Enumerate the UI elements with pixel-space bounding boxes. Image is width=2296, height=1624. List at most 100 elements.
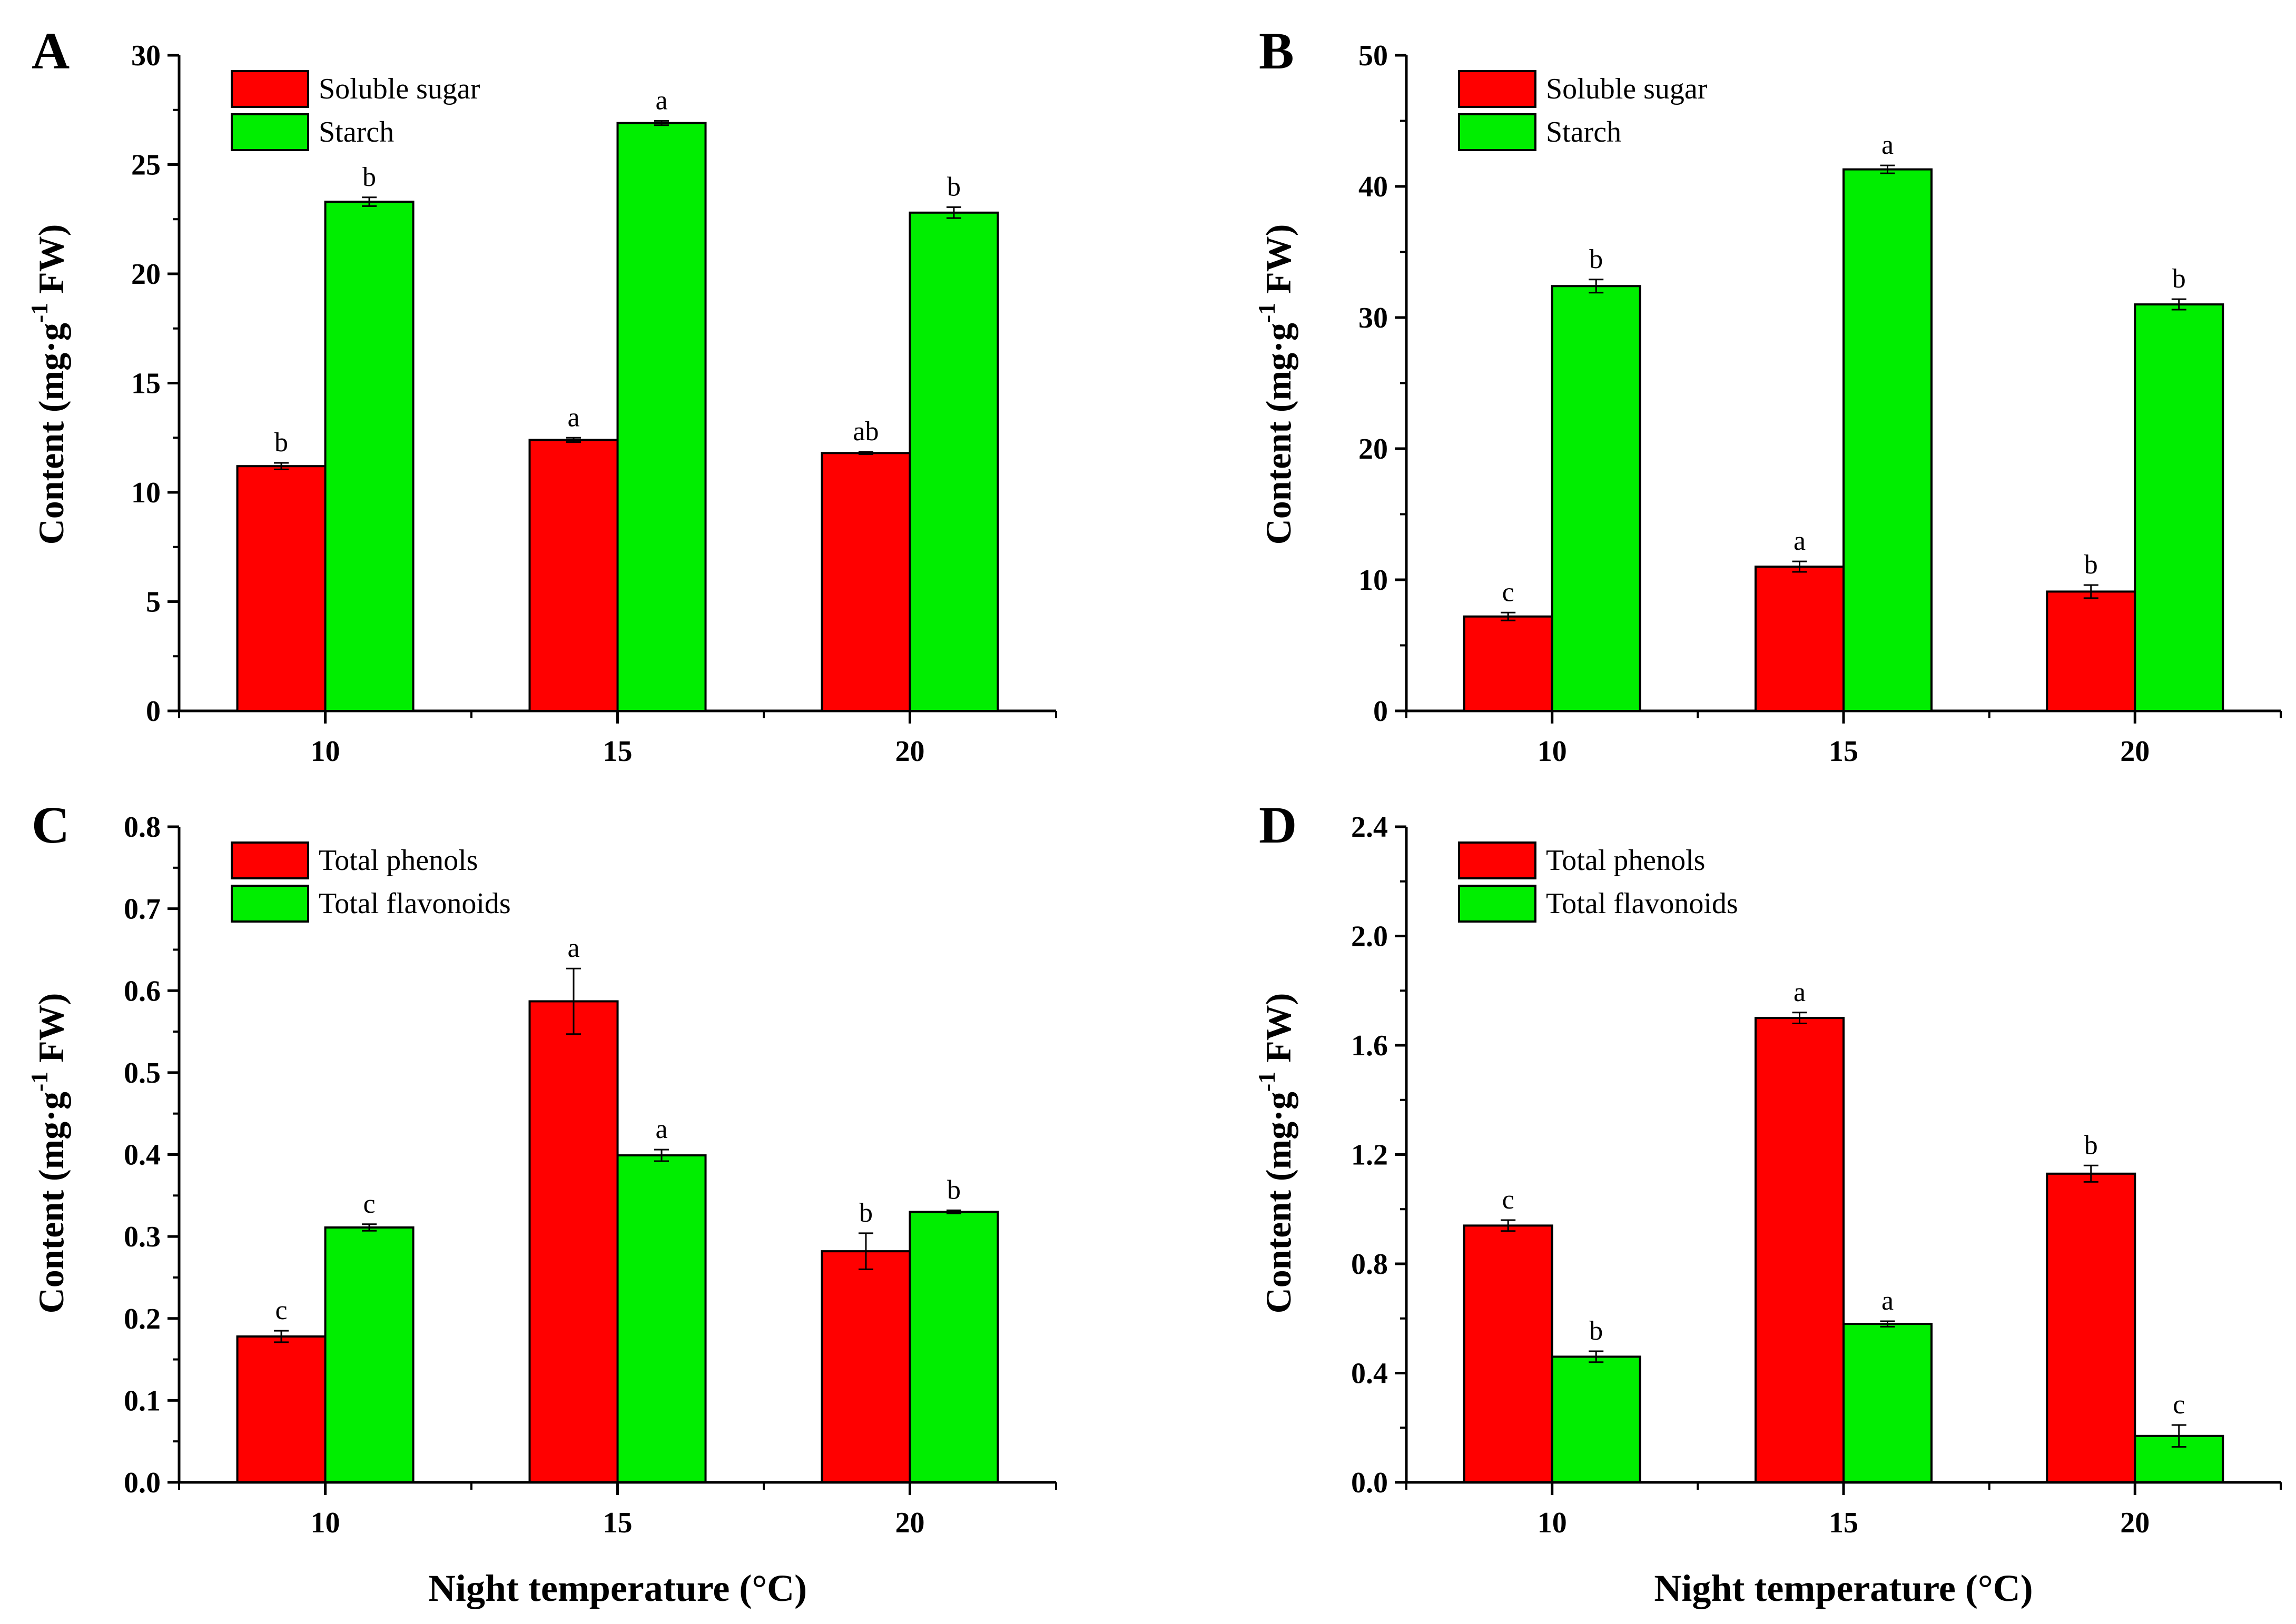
significance-label: ab (853, 417, 879, 447)
bar (1755, 566, 1845, 712)
x-tick-label: 20 (2120, 735, 2150, 768)
legend-label: Starch (319, 116, 394, 148)
x-tick-label: 15 (603, 1507, 633, 1539)
panel-letter: C (32, 796, 70, 854)
panel-b: B 0 10 20 30 40 50 10 15 20 c a b b a b Soluble sugar Sta… (1253, 22, 2282, 768)
x-tick-label: 20 (895, 1507, 924, 1539)
y-tick-label: 25 (131, 149, 161, 182)
y-tick-label: 40 (1358, 171, 1388, 203)
y-axis-title-sup: -1 (1253, 1072, 1280, 1092)
y-tick-label: 0.6 (124, 975, 161, 1007)
legend-swatch (231, 885, 309, 923)
x-tick-label: 15 (1829, 735, 1858, 768)
y-tick-label: 15 (131, 368, 161, 400)
significance-label: c (275, 1295, 288, 1325)
y-tick-label: 30 (1358, 302, 1388, 334)
significance-label: a (1881, 130, 1894, 160)
y-tick-label: 0.7 (124, 893, 161, 926)
y-tick-label: 0.3 (124, 1221, 161, 1253)
panel-c: C 0.0 0.1 0.2 0.3 0.4 0.5 0.6 0.7 0.8 10 15 20 c a b c a b… (26, 796, 1057, 1609)
y-axis-title-sup: -1 (1253, 303, 1280, 323)
significance-label: c (363, 1189, 376, 1219)
y-axis-title: Content (mg·g-1 FW) (26, 993, 71, 1314)
y-axis-title-end: FW) (1258, 224, 1298, 303)
y-tick-label: 2.4 (1351, 811, 1388, 844)
significance-label: b (2084, 550, 2098, 580)
y-axis-title-main: Content (mg·g (1258, 1092, 1298, 1313)
significance-label: c (2173, 1390, 2185, 1420)
y-tick-label: 0 (146, 695, 161, 728)
significance-label: a (567, 402, 579, 432)
bar (528, 1000, 619, 1483)
y-axis-title: Content (mg·g-1 FW) (1253, 224, 1298, 545)
significance-label: a (567, 933, 579, 963)
significance-label: a (655, 1114, 667, 1144)
x-tick-label: 20 (2120, 1507, 2150, 1539)
significance-label: b (947, 1175, 961, 1205)
bar (616, 1154, 707, 1483)
legend-swatch (231, 113, 309, 151)
y-axis-title: Content (mg·g-1 FW) (26, 224, 71, 545)
y-axis-title-sup: -1 (26, 1072, 53, 1092)
y-tick-label: 30 (131, 39, 161, 72)
legend-label: Total flavonoids (1546, 887, 1738, 920)
x-tick-label: 15 (603, 735, 633, 768)
y-tick-label: 0.8 (124, 811, 161, 844)
bar (1463, 1224, 1553, 1483)
legend-swatch (1458, 885, 1536, 923)
significance-label: c (1502, 1185, 1514, 1215)
panel-letter: B (1259, 22, 1294, 80)
bar (324, 201, 415, 712)
x-tick-label: 10 (1538, 1507, 1567, 1539)
legend-swatch (231, 841, 309, 879)
significance-label: b (859, 1198, 873, 1228)
bar (821, 1250, 911, 1483)
y-tick-label: 1.6 (1351, 1029, 1388, 1062)
legend-swatch (1458, 70, 1536, 108)
y-tick-label: 2.0 (1351, 920, 1388, 953)
y-tick-label: 0 (1373, 695, 1388, 728)
y-tick-label: 0.8 (1351, 1248, 1388, 1281)
bar (2134, 303, 2224, 712)
panel-letter: D (1259, 796, 1297, 854)
x-tick-label: 10 (311, 1507, 340, 1539)
significance-label: c (1502, 577, 1514, 607)
y-tick-label: 0.0 (1351, 1467, 1388, 1499)
y-tick-label: 10 (131, 477, 161, 509)
x-tick-label: 20 (895, 735, 924, 768)
legend-label: Soluble sugar (319, 73, 480, 105)
y-tick-label: 5 (146, 586, 161, 619)
legend-swatch (231, 70, 309, 108)
y-tick-label: 0.4 (1351, 1358, 1388, 1390)
y-axis-title-end: FW) (1258, 993, 1298, 1072)
bar (1551, 285, 1641, 712)
bar (2046, 590, 2136, 712)
bar (236, 1335, 327, 1484)
bar (616, 122, 707, 712)
x-axis-title: Night temperature (°C) (1654, 1567, 2033, 1609)
x-tick-label: 10 (1538, 735, 1567, 768)
y-tick-label: 20 (1358, 433, 1388, 466)
y-tick-label: 0.2 (124, 1303, 161, 1335)
bar (528, 439, 619, 712)
y-tick-label: 10 (1358, 564, 1388, 597)
legend-label: Total phenols (1546, 844, 1705, 877)
bar (1551, 1355, 1641, 1483)
y-tick-label: 0.1 (124, 1384, 161, 1417)
significance-label: a (1794, 526, 1806, 556)
legend-label: Starch (1546, 116, 1621, 148)
significance-label: b (1589, 244, 1603, 274)
y-axis-title-end: FW) (31, 993, 71, 1072)
legend-swatch (1458, 841, 1536, 879)
y-axis-title-main: Content (mg·g (31, 323, 71, 544)
y-axis-title: Content (mg·g-1 FW) (1253, 993, 1298, 1314)
y-tick-label: 0.4 (124, 1139, 161, 1172)
y-axis-title-sup: -1 (26, 303, 53, 323)
y-axis-title-end: FW) (31, 224, 71, 303)
bar (1755, 1017, 1845, 1483)
significance-label: b (274, 428, 288, 458)
significance-label: a (1881, 1286, 1894, 1316)
significance-label: a (1794, 977, 1806, 1007)
